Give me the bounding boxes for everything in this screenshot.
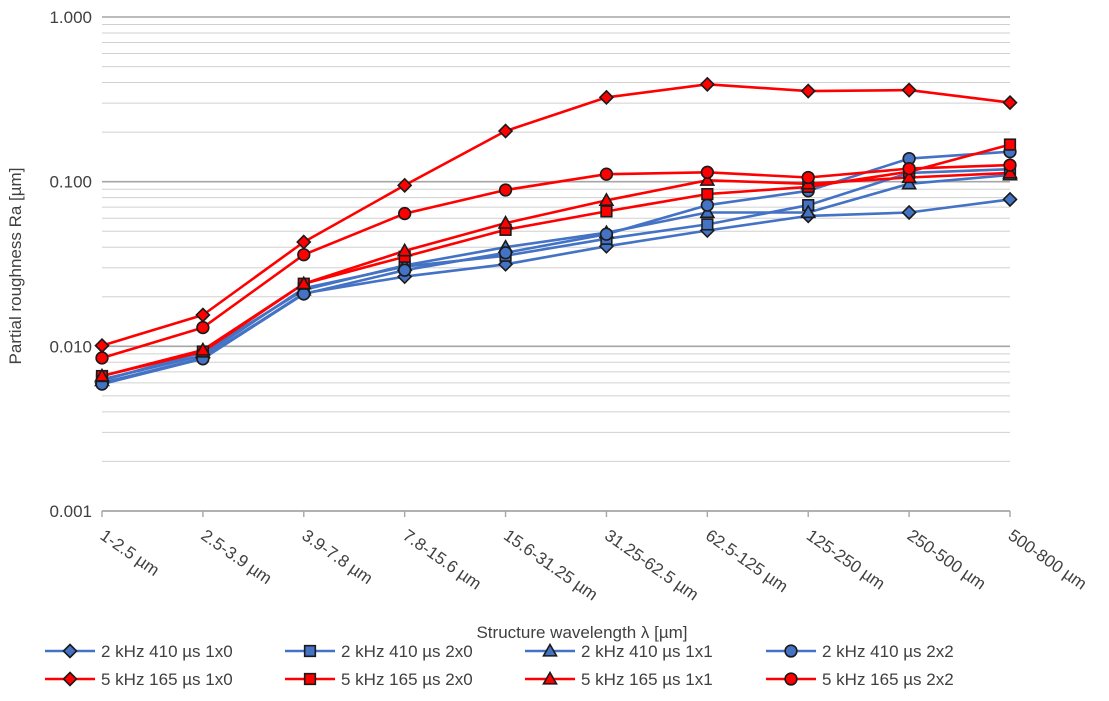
data-point-s8 bbox=[498, 183, 513, 197]
legend-label: 5 kHz 165 µs 1x0 bbox=[101, 670, 233, 689]
legend-label: 2 kHz 410 µs 2x0 bbox=[341, 642, 473, 661]
series-line-8 bbox=[101, 163, 1011, 360]
data-point-s3 bbox=[800, 204, 817, 219]
series-line-2 bbox=[101, 167, 1011, 381]
data-point-s8 bbox=[599, 167, 614, 181]
x-axis: 1-2.5 µm 2.5-3.9 µm 3.9-7.8 µm 7.8-15.6 µm 1… bbox=[97, 510, 1091, 605]
data-point-s5 bbox=[397, 177, 413, 193]
legend-marker bbox=[542, 670, 558, 685]
data-point-s8 bbox=[1003, 158, 1017, 172]
legend-marker bbox=[784, 644, 798, 658]
x-tick-label: 15.6-31.25 µm bbox=[500, 526, 601, 605]
data-point-s8 bbox=[902, 161, 916, 176]
data-point-s5 bbox=[598, 89, 615, 106]
legend-item: 5 kHz 165 µs 2x0 bbox=[285, 670, 473, 689]
data-point-s8 bbox=[95, 351, 109, 365]
y-tick-label: 0.010 bbox=[49, 337, 92, 356]
data-point-s7 bbox=[1002, 164, 1018, 179]
data-point-s7 bbox=[901, 169, 917, 184]
x-tick-label: 1-2.5 µm bbox=[97, 526, 163, 580]
y-axis-ticks: 0.001 0.010 0.100 1.000 bbox=[49, 8, 92, 521]
series-line-7 bbox=[101, 171, 1011, 378]
legend-label: 2 kHz 410 µs 2x2 bbox=[822, 642, 954, 661]
data-point-s1 bbox=[1002, 191, 1018, 208]
x-tick-label: 31.25-62.5 µm bbox=[601, 526, 702, 605]
data-point-s7 bbox=[195, 341, 211, 356]
legend-item: 2 kHz 410 µs 2x2 bbox=[766, 642, 954, 661]
legend-marker bbox=[62, 643, 78, 659]
series-lines bbox=[101, 83, 1011, 386]
data-point-s2 bbox=[701, 218, 714, 231]
legend-item: 5 kHz 165 µs 2x2 bbox=[766, 670, 954, 689]
legend: 2 kHz 410 µs 1x0 2 kHz 410 µs 2x0 2 kHz 41… bbox=[45, 642, 954, 689]
data-point-s8 bbox=[196, 320, 210, 335]
legend-label: 5 kHz 165 µs 1x1 bbox=[581, 670, 713, 689]
legend-label: 5 kHz 165 µs 2x2 bbox=[822, 670, 954, 689]
data-point-s1 bbox=[901, 204, 917, 221]
data-point-s7 bbox=[497, 215, 514, 229]
data-point-s7 bbox=[396, 242, 413, 257]
legend-label: 2 kHz 410 µs 1x0 bbox=[101, 642, 233, 661]
legend-item: 5 kHz 165 µs 1x1 bbox=[525, 670, 713, 689]
x-tick-label: 250-500 µm bbox=[904, 526, 990, 594]
data-point-s5 bbox=[901, 82, 917, 98]
x-tick-label: 500-800 µm bbox=[1005, 526, 1091, 594]
legend-label: 5 kHz 165 µs 2x0 bbox=[341, 670, 473, 689]
y-tick-label: 0.100 bbox=[49, 173, 92, 192]
x-tick-label: 62.5-125 µm bbox=[702, 526, 791, 597]
data-point-s4 bbox=[700, 198, 714, 212]
data-point-s4 bbox=[599, 227, 614, 241]
legend-marker bbox=[542, 642, 558, 657]
y-axis-title: Partial roughness Ra [µm] bbox=[6, 168, 25, 365]
y-tick-label: 0.001 bbox=[49, 502, 92, 521]
data-point-s4 bbox=[498, 246, 513, 260]
data-point-s6 bbox=[1003, 138, 1017, 151]
data-point-s7 bbox=[295, 275, 312, 290]
data-point-s5 bbox=[94, 337, 110, 354]
data-point-s5 bbox=[497, 123, 514, 139]
series-line-1 bbox=[101, 198, 1011, 385]
data-point-s5 bbox=[800, 83, 816, 99]
legend-marker bbox=[303, 672, 317, 686]
data-point-s4 bbox=[297, 287, 311, 301]
x-tick-label: 2.5-3.9 µm bbox=[198, 526, 276, 588]
data-point-s4 bbox=[398, 263, 412, 277]
legend-item: 2 kHz 410 µs 1x1 bbox=[525, 642, 713, 661]
data-point-s7 bbox=[94, 367, 110, 382]
y-tick-label: 1.000 bbox=[49, 8, 92, 27]
data-point-s6 bbox=[600, 205, 613, 218]
x-tick-label: 3.9-7.8 µm bbox=[298, 526, 376, 588]
legend-marker bbox=[784, 672, 798, 686]
data-point-s7 bbox=[699, 172, 716, 186]
data-point-s8 bbox=[398, 206, 412, 221]
series-line-4 bbox=[101, 150, 1011, 386]
series-line-5 bbox=[101, 83, 1011, 347]
data-point-s8 bbox=[700, 165, 714, 179]
x-axis-title: Structure wavelength λ [µm] bbox=[476, 623, 687, 642]
data-point-s8 bbox=[801, 170, 815, 185]
legend-marker bbox=[303, 644, 317, 658]
data-point-s5 bbox=[1002, 94, 1018, 111]
x-tick-label: 7.8-15.6 µm bbox=[399, 526, 484, 594]
legend-item: 5 kHz 165 µs 1x0 bbox=[45, 670, 233, 689]
data-point-s6 bbox=[701, 188, 714, 201]
data-point-s8 bbox=[297, 248, 311, 262]
data-point-s5 bbox=[699, 76, 715, 92]
legend-item: 2 kHz 410 µs 1x0 bbox=[45, 642, 233, 661]
series-line-3 bbox=[101, 173, 1011, 382]
x-tick-label: 125-250 µm bbox=[803, 526, 889, 594]
legend-marker bbox=[62, 671, 78, 687]
legend-label: 2 kHz 410 µs 1x1 bbox=[581, 642, 713, 661]
legend-item: 2 kHz 410 µs 2x0 bbox=[285, 642, 473, 661]
data-point-s7 bbox=[598, 192, 615, 207]
series-markers bbox=[94, 76, 1018, 391]
